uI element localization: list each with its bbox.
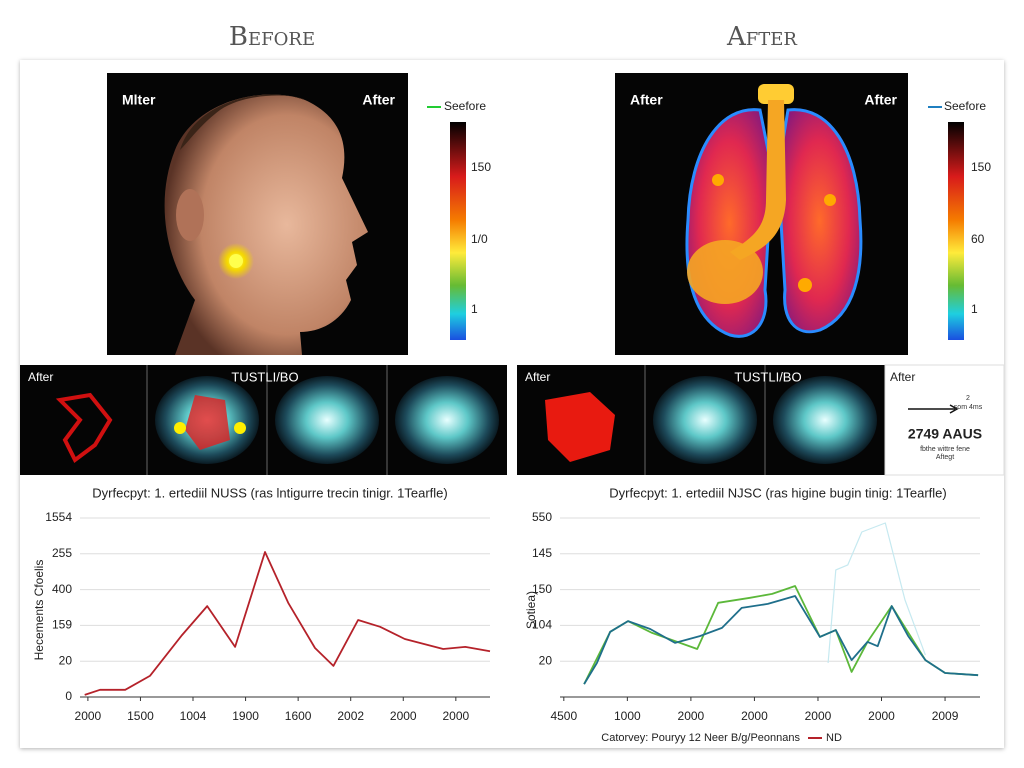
x-tick-label: 2000 (442, 709, 469, 723)
x-tick-label: 4500 (550, 709, 577, 723)
colorbar-label: 1 (971, 302, 978, 316)
y-tick-label: 1554 (45, 510, 72, 524)
x-tick-label: 2000 (868, 709, 895, 723)
x-tick-label: 1600 (285, 709, 312, 723)
y-tick-label: 159 (52, 618, 72, 632)
x-tick-label: 2000 (741, 709, 768, 723)
y-tick-label: 20 (539, 653, 553, 667)
colorbar-label: 1 (471, 302, 478, 316)
y-axis-label: Sotiea) (524, 591, 538, 629)
y-tick-label: 104 (532, 618, 552, 632)
x-tick-label: 2000 (75, 709, 102, 723)
y-tick-label: 255 (52, 546, 72, 560)
strip-title: TUSTLI/BO (734, 369, 801, 384)
data-line (583, 585, 979, 685)
before-title: Before (229, 22, 315, 52)
data-line (583, 595, 979, 685)
after-title: After (726, 22, 797, 52)
x-tick-label: 2002 (337, 709, 364, 723)
y-axis-label: Hecements Cfoelis (32, 560, 46, 661)
box-value: 2749 AAUS (908, 426, 982, 442)
x-tick-label: 2000 (390, 709, 417, 723)
x-tick-label: 1004 (180, 709, 207, 723)
colorbar-label: 150 (471, 160, 491, 174)
colorbar-label: 150 (971, 160, 991, 174)
image-label: After (362, 92, 395, 108)
legend-label: ND (826, 732, 842, 744)
y-tick-label: 400 (52, 582, 72, 596)
x-tick-label: 2000 (678, 709, 705, 723)
legend-label: Seefore (444, 99, 486, 113)
colorbar-label: 1/0 (471, 232, 488, 246)
colorbar (948, 122, 964, 340)
y-tick-label: 145 (532, 546, 552, 560)
box-note: som 4ms (954, 404, 983, 411)
chart-title: Dyrfecpyt: 1. ertediil NJSC (ras higine … (609, 485, 946, 500)
x-tick-label: 1000 (614, 709, 641, 723)
chart-title: Dyrfecpyt: 1. ertediil NUSS (ras lntigur… (92, 485, 447, 500)
data-line (84, 551, 491, 696)
lung-image (615, 73, 908, 355)
colorbar (450, 122, 466, 340)
box-label: After (890, 370, 915, 384)
image-label: After (864, 92, 897, 108)
x-tick-label: 2000 (805, 709, 832, 723)
box-note: fbthe wittre fene (920, 446, 970, 453)
face-image (107, 73, 408, 355)
y-tick-label: 150 (532, 582, 552, 596)
strip-label: After (525, 370, 550, 384)
scan-strip (20, 364, 1005, 476)
box-note: Aftegt (936, 454, 954, 461)
x-tick-label: 1500 (127, 709, 154, 723)
y-tick-label: 20 (59, 653, 73, 667)
legend-title: Catorvey: Pouryy 12 Neer B/g/Peonnans (601, 732, 800, 744)
strip-title: TUSTLI/BO (231, 369, 298, 384)
image-label: Mlter (122, 92, 156, 108)
legend-label: Seefore (944, 99, 986, 113)
strip-label: After (28, 370, 53, 384)
y-tick-label: 550 (532, 510, 552, 524)
y-tick-label: 0 (65, 689, 72, 703)
image-label: After (630, 92, 663, 108)
colorbar-label: 60 (971, 232, 985, 246)
x-tick-label: 1900 (232, 709, 259, 723)
box-note: 2 (966, 395, 970, 402)
x-tick-label: 2009 (932, 709, 959, 723)
data-line (827, 522, 926, 664)
